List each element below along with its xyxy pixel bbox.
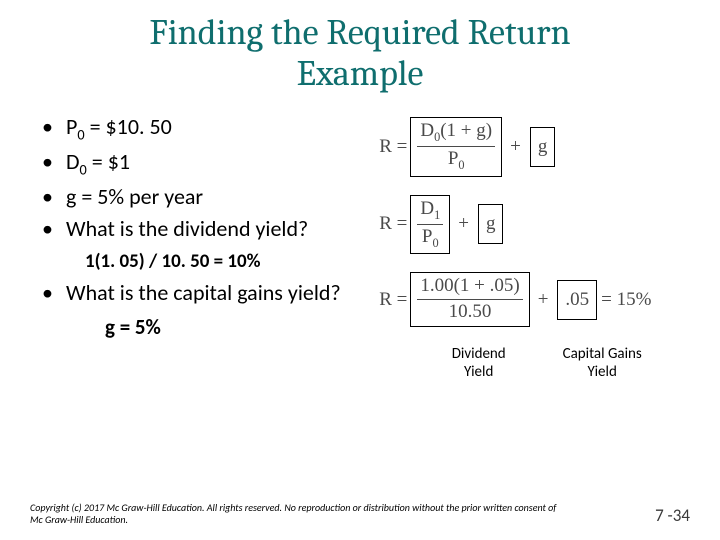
right-column: R = D0(1 + g) P0 + g R = D1 P0 + g R = 1… bbox=[373, 113, 690, 381]
formula-1-denominator: P0 bbox=[445, 147, 468, 172]
formula-3-g: .05 bbox=[557, 280, 597, 320]
dividend-yield-calc: 1(1. 05) / 10. 50 = 10% bbox=[85, 250, 373, 273]
bullet-p0: P0 = $10. 50 bbox=[48, 113, 373, 144]
formula-1-numerator: D0(1 + g) bbox=[417, 121, 495, 147]
bullet-p0-val: = $10. 50 bbox=[85, 113, 172, 140]
formula-2-fraction: D1 P0 bbox=[410, 195, 450, 255]
formula-2-denominator: P0 bbox=[419, 225, 442, 250]
formula-2: R = D1 P0 + g bbox=[379, 195, 690, 255]
bullet-list-2: What is the capital gains yield? bbox=[30, 279, 373, 308]
bullet-q2: What is the capital gains yield? bbox=[48, 279, 373, 308]
capital-gains-answer: g = 5% bbox=[105, 314, 373, 340]
content-area: P0 = $10. 50 D0 = $1 g = 5% per year Wha… bbox=[0, 95, 720, 381]
bullet-q1: What is the dividend yield? bbox=[48, 215, 373, 244]
bullet-d0-val: = $1 bbox=[87, 148, 130, 175]
formula-3: R = 1.00(1 + .05) 10.50 + .05 = 15% bbox=[379, 272, 690, 327]
formula-3-plus: + bbox=[538, 289, 549, 311]
formula-2-g: g bbox=[478, 204, 504, 244]
capital-gains-yield-label: Capital Gains Yield bbox=[542, 345, 662, 381]
formula-2-plus: + bbox=[458, 213, 469, 235]
bullet-d0: D0 = $1 bbox=[48, 148, 373, 179]
left-column: P0 = $10. 50 D0 = $1 g = 5% per year Wha… bbox=[30, 113, 373, 381]
copyright-text: Copyright (c) 2017 Mc Graw-Hill Educatio… bbox=[30, 502, 570, 526]
bullet-p0-sub: 0 bbox=[77, 125, 84, 143]
title-line-1: Finding the Required Return bbox=[149, 12, 570, 53]
bullet-list: P0 = $10. 50 D0 = $1 g = 5% per year Wha… bbox=[30, 113, 373, 244]
formula-3-fraction: 1.00(1 + .05) 10.50 bbox=[410, 272, 529, 327]
bullet-d0-var: D bbox=[66, 148, 80, 175]
footer: Copyright (c) 2017 Mc Graw-Hill Educatio… bbox=[30, 502, 690, 526]
formula-1-g: g bbox=[530, 127, 556, 167]
title-line-2: Example bbox=[297, 53, 424, 94]
formula-1-plus: + bbox=[510, 136, 521, 158]
formula-3-result: = 15% bbox=[601, 289, 651, 311]
bullet-g: g = 5% per year bbox=[48, 183, 373, 212]
dividend-yield-label: Dividend Yield bbox=[431, 345, 526, 381]
formula-3-r: R = bbox=[379, 289, 407, 311]
bullet-d0-sub: 0 bbox=[80, 160, 87, 178]
yield-labels: Dividend Yield Capital Gains Yield bbox=[379, 345, 690, 381]
formula-1: R = D0(1 + g) P0 + g bbox=[379, 117, 690, 177]
formula-2-numerator: D1 bbox=[417, 199, 443, 225]
formula-1-fraction: D0(1 + g) P0 bbox=[410, 117, 502, 177]
slide-title: Finding the Required Return Example bbox=[0, 0, 720, 95]
bullet-p0-var: P bbox=[66, 113, 77, 140]
formula-2-r: R = bbox=[379, 213, 407, 235]
formula-1-r: R = bbox=[379, 136, 407, 158]
page-number: 7 -34 bbox=[655, 505, 690, 526]
formula-3-numerator: 1.00(1 + .05) bbox=[417, 276, 522, 300]
formula-3-denominator: 10.50 bbox=[446, 300, 495, 323]
